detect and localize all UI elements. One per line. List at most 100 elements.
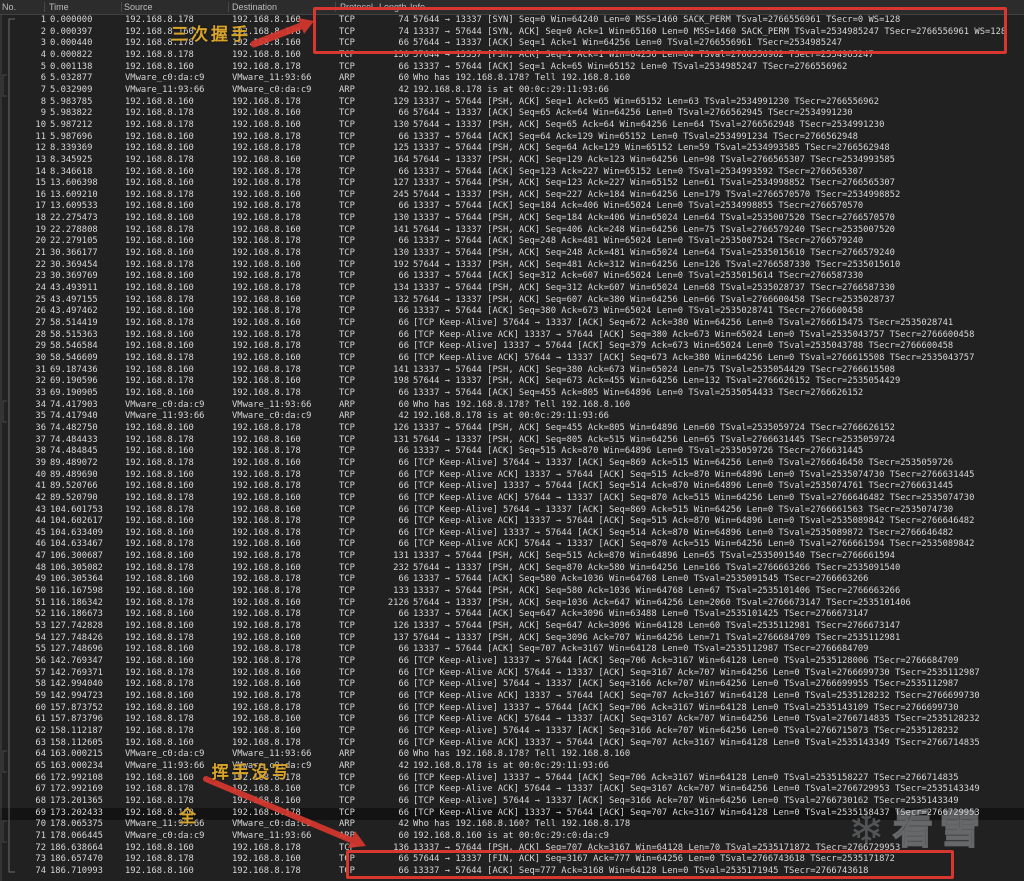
packet-source: 192.168.8.178	[125, 597, 194, 608]
packet-row[interactable]: 64 163.000215 VMware_c0:da:c9 VMware_11:93:…	[0, 749, 1024, 761]
packet-row[interactable]: 9 5.983822 192.168.8.178 192.168.8.160 TCP 66…	[0, 108, 1024, 120]
packet-row[interactable]: 5 0.001138 192.168.8.160 192.168.8.178 TCP 66…	[0, 62, 1024, 74]
packet-row[interactable]: 62 158.112187 192.168.8.178 192.168.8.160 TC…	[0, 726, 1024, 738]
packet-protocol: TCP	[339, 597, 355, 608]
packet-length: 66	[398, 271, 409, 282]
packet-row[interactable]: 22 30.369454 192.168.8.178 192.168.8.160 TCP…	[0, 260, 1024, 272]
packet-destination: 192.168.8.160	[232, 725, 301, 736]
packet-time: 74.484433	[50, 434, 98, 445]
packet-row[interactable]: 45 104.633409 192.168.8.160 192.168.8.178 TC…	[0, 528, 1024, 540]
packet-row[interactable]: 40 89.489690 192.168.8.160 192.168.8.178 TCP…	[0, 470, 1024, 482]
packet-row[interactable]: 39 89.489072 192.168.8.178 192.168.8.160 TCP…	[0, 458, 1024, 470]
packet-row[interactable]: 16 13.609210 192.168.8.178 192.168.8.160 TCP…	[0, 190, 1024, 202]
column-header-time[interactable]: Time	[49, 2, 69, 12]
packet-row[interactable]: 54 127.748426 192.168.8.178 192.168.8.160 TC…	[0, 633, 1024, 645]
packet-row[interactable]: 35 74.417940 VMware_11:93:66 VMware_c0:da:c…	[0, 411, 1024, 423]
packet-row[interactable]: 20 22.279105 192.168.8.160 192.168.8.178 TCP…	[0, 236, 1024, 248]
packet-row[interactable]: 41 89.520766 192.168.8.160 192.168.8.178 TCP…	[0, 481, 1024, 493]
packet-protocol: TCP	[339, 609, 355, 620]
packet-no: 17	[35, 201, 46, 212]
packet-row[interactable]: 67 172.992169 192.168.8.178 192.168.8.160 TC…	[0, 784, 1024, 796]
packet-row[interactable]: 66 172.992108 192.168.8.160 192.168.8.178 TC…	[0, 773, 1024, 785]
packet-row[interactable]: 46 104.633467 192.168.8.178 192.168.8.160 TC…	[0, 539, 1024, 551]
packet-row[interactable]: 51 116.186342 192.168.8.178 192.168.8.160 TC…	[0, 598, 1024, 610]
packet-row[interactable]: 15 13.606398 192.168.8.160 192.168.8.178 TCP…	[0, 178, 1024, 190]
packet-row[interactable]: 12 8.339369 192.168.8.160 192.168.8.178 TCP 1…	[0, 143, 1024, 155]
packet-row[interactable]: 59 142.994723 192.168.8.160 192.168.8.178 TC…	[0, 691, 1024, 703]
packet-row[interactable]: 44 104.602617 192.168.8.160 192.168.8.178 TC…	[0, 516, 1024, 528]
packet-no: 72	[35, 842, 46, 853]
packet-length: 130	[393, 49, 409, 60]
packet-destination: 192.168.8.160	[232, 119, 301, 130]
packet-row[interactable]: 42 89.520790 192.168.8.178 192.168.8.160 TCP…	[0, 493, 1024, 505]
packet-row[interactable]: 52 116.186673 192.168.8.160 192.168.8.178 TC…	[0, 609, 1024, 621]
packet-no: 26	[35, 306, 46, 317]
packet-row[interactable]: 38 74.484845 192.168.8.160 192.168.8.178 TCP…	[0, 446, 1024, 458]
packet-row[interactable]: 47 106.300687 192.168.8.160 192.168.8.178 TC…	[0, 551, 1024, 563]
packet-row[interactable]: 49 106.305364 192.168.8.160 192.168.8.178 TC…	[0, 574, 1024, 586]
packet-row[interactable]: 56 142.769347 192.168.8.160 192.168.8.178 TC…	[0, 656, 1024, 668]
packet-destination: 192.168.8.178	[232, 364, 301, 375]
packet-row[interactable]: 11 5.987696 192.168.8.160 192.168.8.178 TCP 6…	[0, 132, 1024, 144]
packet-row[interactable]: 28 58.515363 192.168.8.160 192.168.8.178 TCP…	[0, 330, 1024, 342]
packet-time: 5.983822	[50, 108, 93, 119]
packet-row[interactable]: 58 142.994040 192.168.8.178 192.168.8.160 TC…	[0, 679, 1024, 691]
column-header-source[interactable]: Source	[124, 2, 153, 12]
packet-row[interactable]: 18 22.275473 192.168.8.160 192.168.8.178 TCP…	[0, 213, 1024, 225]
packet-source: 192.168.8.160	[125, 772, 194, 783]
packet-row[interactable]: 17 13.609533 192.168.8.160 192.168.8.178 TCP…	[0, 201, 1024, 213]
packet-info: [TCP Keep-Alive] 57644 → 13337 [ACK] Seq…	[413, 725, 959, 736]
packet-row[interactable]: 4 0.000822 192.168.8.178 192.168.8.160 TCP 13…	[0, 50, 1024, 62]
packet-row[interactable]: 14 8.346618 192.168.8.160 192.168.8.178 TCP 6…	[0, 167, 1024, 179]
packet-source: 192.168.8.160	[125, 702, 194, 713]
column-separator[interactable]	[228, 2, 229, 12]
packet-row[interactable]: 27 58.514419 192.168.8.178 192.168.8.160 TCP…	[0, 318, 1024, 330]
packet-row[interactable]: 30 58.546609 192.168.8.178 192.168.8.160 TCP…	[0, 353, 1024, 365]
packet-row[interactable]: 73 186.657470 192.168.8.178 192.168.8.160 TC…	[0, 854, 1024, 866]
packet-row[interactable]: 43 104.601753 192.168.8.178 192.168.8.160 TC…	[0, 505, 1024, 517]
packet-no: 22	[35, 259, 46, 270]
packet-row[interactable]: 74 186.710993 192.168.8.160 192.168.8.178 TC…	[0, 866, 1024, 878]
packet-row[interactable]: 8 5.983785 192.168.8.160 192.168.8.178 TCP 12…	[0, 97, 1024, 109]
packet-row[interactable]: 21 30.366177 192.168.8.160 192.168.8.178 TCP…	[0, 248, 1024, 260]
packet-row[interactable]: 24 43.493911 192.168.8.160 192.168.8.178 TCP…	[0, 283, 1024, 295]
packet-row[interactable]: 53 127.742828 192.168.8.160 192.168.8.178 TC…	[0, 621, 1024, 633]
packet-row[interactable]: 23 30.369769 192.168.8.160 192.168.8.178 TCP…	[0, 271, 1024, 283]
packet-row[interactable]: 48 106.305082 192.168.8.178 192.168.8.160 TC…	[0, 563, 1024, 575]
packet-row[interactable]: 26 43.497462 192.168.8.160 192.168.8.178 TCP…	[0, 306, 1024, 318]
column-separator[interactable]	[44, 2, 45, 12]
packet-row[interactable]: 32 69.190596 192.168.8.178 192.168.8.160 TCP…	[0, 376, 1024, 388]
packet-destination: VMware_c0:da:c9	[232, 760, 312, 771]
packet-no: 12	[35, 143, 46, 154]
packet-row[interactable]: 31 69.187436 192.168.8.160 192.168.8.178 TCP…	[0, 365, 1024, 377]
packet-row[interactable]: 57 142.769371 192.168.8.178 192.168.8.160 TC…	[0, 668, 1024, 680]
packet-row[interactable]: 63 158.112605 192.168.8.160 192.168.8.178 TC…	[0, 738, 1024, 750]
column-header-no[interactable]: No.	[2, 2, 17, 12]
packet-row[interactable]: 25 43.497155 192.168.8.178 192.168.8.160 TCP…	[0, 295, 1024, 307]
packet-row[interactable]: 1 0.000000 192.168.8.178 192.168.8.160 TCP 74…	[0, 15, 1024, 27]
packet-row[interactable]: 37 74.484433 192.168.8.178 192.168.8.160 TCP…	[0, 435, 1024, 447]
packet-row[interactable]: 6 5.032877 VMware_c0:da:c9 VMware_11:93:66 A…	[0, 73, 1024, 85]
packet-row[interactable]: 7 5.032909 VMware_11:93:66 VMware_c0:da:c9 A…	[0, 85, 1024, 97]
packet-row[interactable]: 10 5.987212 192.168.8.178 192.168.8.160 TCP 1…	[0, 120, 1024, 132]
packet-row[interactable]: 72 186.638664 192.168.8.160 192.168.8.178 TC…	[0, 843, 1024, 855]
packet-source: 192.168.8.160	[125, 737, 194, 748]
packet-row[interactable]: 61 157.873796 192.168.8.178 192.168.8.160 TC…	[0, 714, 1024, 726]
packet-row[interactable]: 34 74.417903 VMware_c0:da:c9 VMware_11:93:6…	[0, 400, 1024, 412]
packet-source: 192.168.8.178	[125, 224, 194, 235]
packet-row[interactable]: 13 8.345925 192.168.8.178 192.168.8.160 TCP 1…	[0, 155, 1024, 167]
packet-row[interactable]: 60 157.873752 192.168.8.160 192.168.8.178 TC…	[0, 703, 1024, 715]
packet-row[interactable]: 36 74.482750 192.168.8.160 192.168.8.178 TCP…	[0, 423, 1024, 435]
packet-row[interactable]: 29 58.546584 192.168.8.160 192.168.8.178 TCP…	[0, 341, 1024, 353]
packet-info: 13337 → 57644 [ACK] Seq=312 Ack=607 Win=…	[413, 271, 864, 282]
packet-row[interactable]: 33 69.190905 192.168.8.160 192.168.8.178 TCP…	[0, 388, 1024, 400]
packet-source: 192.168.8.160	[125, 656, 194, 667]
packet-row[interactable]: 19 22.278808 192.168.8.178 192.168.8.160 TCP…	[0, 225, 1024, 237]
packet-row[interactable]: 55 127.748696 192.168.8.160 192.168.8.178 TC…	[0, 644, 1024, 656]
packet-source: 192.168.8.160	[125, 842, 194, 853]
column-header-destination[interactable]: Destination	[232, 2, 278, 12]
column-separator[interactable]	[121, 2, 122, 12]
packet-row[interactable]: 65 163.000234 VMware_11:93:66 VMware_c0:da:…	[0, 761, 1024, 773]
packet-row[interactable]: 50 116.167598 192.168.8.160 192.168.8.178 TC…	[0, 586, 1024, 598]
packet-source: 192.168.8.178	[125, 854, 194, 865]
